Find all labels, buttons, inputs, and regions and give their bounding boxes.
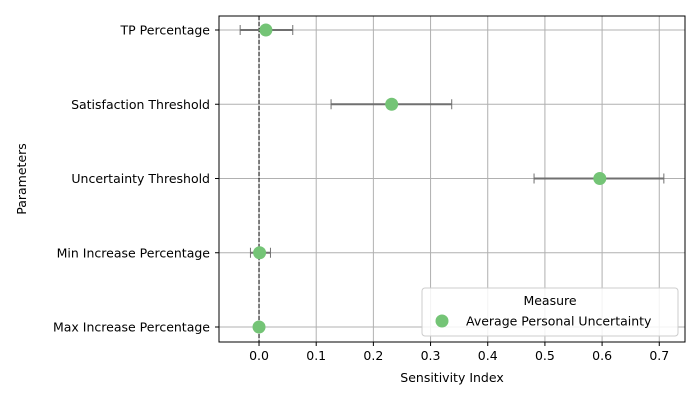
x-tick-label: 0.6 xyxy=(592,348,612,363)
y-axis-title: Parameters xyxy=(14,143,29,215)
x-axis-ticks: 0.0 0.1 0.2 0.3 0.4 0.5 0.6 0.7 xyxy=(249,342,669,363)
y-axis-ticks: TP Percentage Satisfaction Threshold Uncer… xyxy=(53,23,219,335)
data-point xyxy=(259,23,273,37)
legend-box xyxy=(421,287,679,337)
legend: Measure Average Personal Uncertainty xyxy=(421,287,679,337)
data-point xyxy=(252,320,266,334)
x-tick-label: 0.1 xyxy=(306,348,326,363)
x-tick-label: 0.5 xyxy=(535,348,555,363)
legend-title: Measure xyxy=(523,293,576,308)
x-tick-label: 0.4 xyxy=(478,348,498,363)
x-tick-label: 0.0 xyxy=(249,348,269,363)
data-points xyxy=(252,23,607,334)
data-point xyxy=(593,172,607,185)
data-point xyxy=(253,246,267,260)
legend-series-label: Average Personal Uncertainty xyxy=(466,314,652,329)
x-axis-title: Sensitivity Index xyxy=(400,370,503,385)
y-tick-label: Max Increase Percentage xyxy=(53,320,210,335)
legend-marker xyxy=(435,314,449,328)
y-tick-label: Satisfaction Threshold xyxy=(71,97,210,112)
x-tick-label: 0.7 xyxy=(649,348,669,363)
x-tick-label: 0.2 xyxy=(363,348,383,363)
data-point xyxy=(385,97,399,111)
x-tick-label: 0.3 xyxy=(421,348,441,363)
y-tick-label: Uncertainty Threshold xyxy=(71,171,210,186)
y-tick-label: Min Increase Percentage xyxy=(57,245,211,260)
error-bars xyxy=(239,25,665,258)
y-tick-label: TP Percentage xyxy=(120,23,211,38)
